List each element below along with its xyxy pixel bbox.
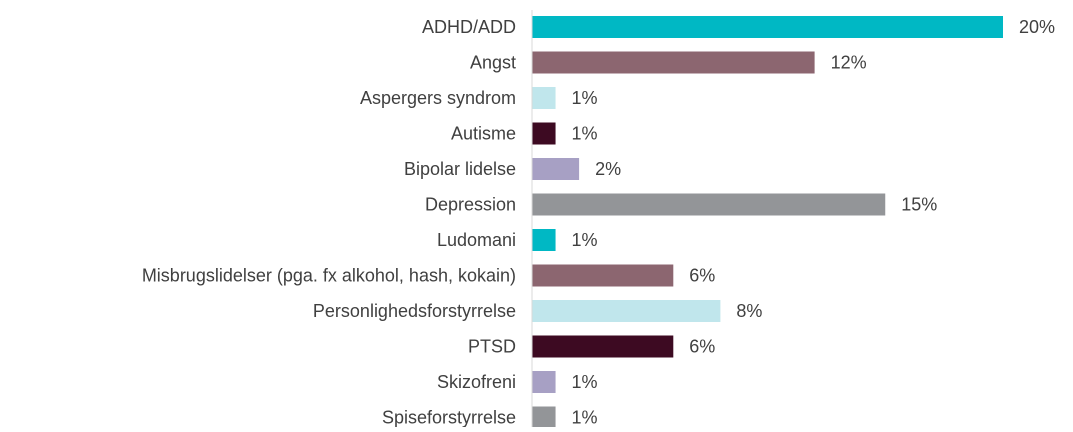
bar bbox=[532, 335, 674, 358]
category-label: Depression bbox=[425, 194, 516, 214]
bar bbox=[532, 229, 556, 251]
category-label: ADHD/ADD bbox=[422, 17, 516, 37]
bar bbox=[532, 300, 721, 322]
category-label: Misbrugslidelser (pga. fx alkohol, hash,… bbox=[142, 265, 516, 285]
value-label: 1% bbox=[572, 123, 598, 143]
bar bbox=[532, 264, 674, 287]
value-label: 6% bbox=[689, 265, 715, 285]
bar bbox=[532, 87, 556, 109]
category-label: Aspergers syndrom bbox=[360, 88, 516, 108]
bar bbox=[532, 51, 815, 74]
value-label: 1% bbox=[572, 230, 598, 250]
category-label: Skizofreni bbox=[437, 372, 516, 392]
category-label: Autisme bbox=[451, 123, 516, 143]
value-label: 1% bbox=[572, 372, 598, 392]
category-label: Angst bbox=[470, 52, 516, 72]
bar bbox=[532, 371, 556, 393]
bar bbox=[532, 122, 556, 145]
value-label: 8% bbox=[736, 301, 762, 321]
category-label: PTSD bbox=[468, 336, 516, 356]
value-label: 1% bbox=[572, 407, 598, 427]
value-label: 6% bbox=[689, 336, 715, 356]
value-label: 20% bbox=[1019, 17, 1055, 37]
value-label: 12% bbox=[831, 52, 867, 72]
category-label: Ludomani bbox=[437, 230, 516, 250]
bar bbox=[532, 406, 556, 429]
bar bbox=[532, 193, 886, 216]
value-label: 1% bbox=[572, 88, 598, 108]
value-label: 2% bbox=[595, 159, 621, 179]
bar bbox=[532, 16, 1003, 38]
category-label: Personlighedsforstyrrelse bbox=[313, 301, 516, 321]
category-label: Spiseforstyrrelse bbox=[382, 407, 516, 427]
category-label: Bipolar lidelse bbox=[404, 159, 516, 179]
value-label: 15% bbox=[901, 194, 937, 214]
bar bbox=[532, 158, 580, 180]
